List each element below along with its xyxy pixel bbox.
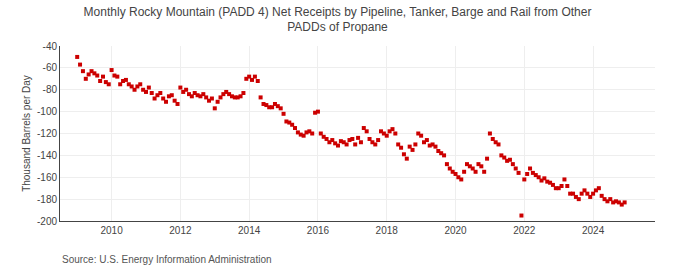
- svg-text:2024: 2024: [582, 225, 605, 236]
- svg-text:-40: -40: [43, 41, 58, 52]
- svg-text:Thousand Barrels per Day: Thousand Barrels per Day: [21, 75, 32, 192]
- svg-text:-100: -100: [37, 106, 57, 117]
- svg-text:-180: -180: [37, 194, 57, 205]
- svg-text:Source: U.S. Energy Informatio: Source: U.S. Energy Information Administ…: [62, 254, 272, 265]
- svg-text:Monthly Rocky Mountain (PADD 4: Monthly Rocky Mountain (PADD 4) Net Rece…: [84, 5, 592, 35]
- svg-text:-160: -160: [37, 172, 57, 183]
- svg-text:2014: 2014: [238, 225, 261, 236]
- svg-text:-200: -200: [37, 216, 57, 227]
- svg-text:-140: -140: [37, 150, 57, 161]
- svg-text:-60: -60: [43, 62, 58, 73]
- svg-text:2020: 2020: [444, 225, 467, 236]
- svg-text:2010: 2010: [100, 225, 123, 236]
- svg-text:2016: 2016: [307, 225, 330, 236]
- svg-text:2018: 2018: [376, 225, 399, 236]
- svg-text:2012: 2012: [169, 225, 192, 236]
- svg-text:-120: -120: [37, 128, 57, 139]
- svg-text:-80: -80: [43, 84, 58, 95]
- svg-text:2022: 2022: [513, 225, 536, 236]
